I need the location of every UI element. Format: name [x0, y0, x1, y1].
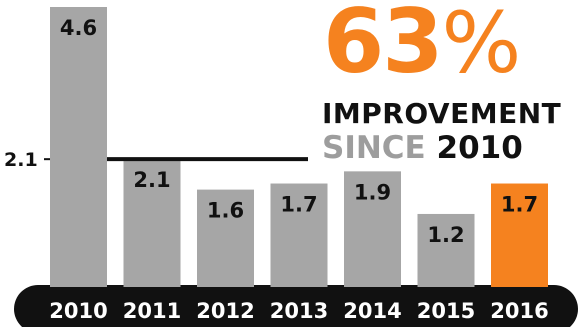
data-label-2014: 1.9 [354, 180, 391, 204]
data-label-2015: 1.2 [427, 223, 464, 247]
headline-since-word: SINCE [322, 130, 426, 166]
bar-2014 [344, 171, 401, 287]
x-tick-label-2010: 2010 [49, 299, 107, 323]
x-tick-label-2015: 2015 [417, 299, 475, 323]
headline-since-year: 2010 [436, 130, 523, 166]
category-axis-band [14, 285, 578, 331]
headline-improvement: IMPROVEMENT [322, 97, 562, 130]
bar-2012 [197, 189, 254, 287]
headline-since: SINCE 2010 [322, 128, 578, 168]
bar-2015 [417, 213, 475, 287]
x-tick-label-2012: 2012 [196, 299, 254, 323]
data-label-2010: 4.6 [60, 16, 97, 40]
bar-2011 [123, 159, 181, 287]
data-label-2012: 1.6 [207, 199, 244, 223]
data-label-2013: 1.7 [280, 193, 317, 217]
x-tick-label-2011: 2011 [123, 299, 181, 323]
data-label-2011: 2.1 [133, 168, 170, 192]
percent-sign: % [441, 0, 521, 92]
x-tick-label-2016: 2016 [490, 299, 548, 323]
bar-2010 [50, 7, 107, 287]
x-tick-label-2013: 2013 [270, 299, 328, 323]
data-label-2016: 1.7 [501, 193, 538, 217]
bar-2013 [270, 183, 328, 287]
improvement-percentage: 63% [323, 0, 573, 92]
bar-2016 [491, 183, 548, 287]
improvement-percentage-value: 63 [323, 0, 443, 93]
x-tick-label-2014: 2014 [343, 299, 401, 323]
reference-line-label: 2.1 [4, 149, 38, 171]
